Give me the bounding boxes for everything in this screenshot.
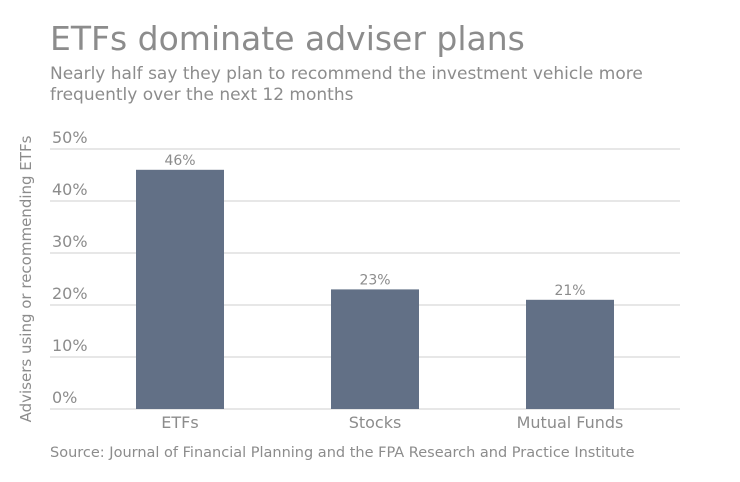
chart-subtitle: Nearly half say they plan to recommend t…: [50, 64, 643, 84]
bar: [136, 169, 224, 409]
bar: [526, 299, 614, 409]
chart-title: ETFs dominate adviser plans: [50, 19, 525, 58]
y-tick-label: 20%: [52, 284, 88, 303]
value-label: 46%: [164, 153, 195, 169]
x-tick-label: ETFs: [161, 413, 198, 432]
y-tick-label: 50%: [52, 128, 88, 147]
bar: [331, 289, 419, 409]
y-tick-label: 40%: [52, 180, 88, 199]
y-axis-label: Advisers using or recommending ETFs: [17, 135, 35, 422]
chart-subtitle: frequently over the next 12 months: [50, 85, 354, 105]
value-label: 21%: [554, 283, 585, 299]
value-label: 23%: [359, 272, 390, 288]
x-tick-label: Stocks: [349, 413, 402, 432]
source-note: Source: Journal of Financial Planning an…: [50, 445, 635, 461]
y-tick-label: 10%: [52, 336, 88, 355]
y-tick-label: 0%: [52, 388, 77, 407]
x-tick-label: Mutual Funds: [517, 413, 624, 432]
y-tick-label: 30%: [52, 232, 88, 251]
